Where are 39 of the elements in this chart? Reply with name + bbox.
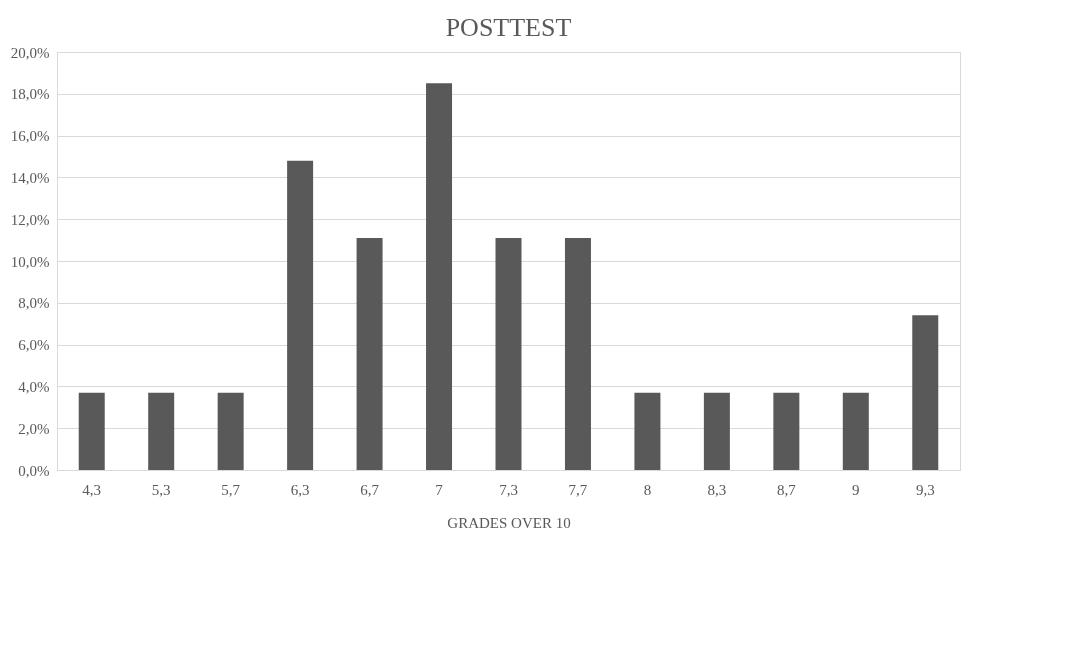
x-tick-label: 7,7 — [568, 481, 588, 498]
y-tick-label: 12,0% — [10, 211, 50, 228]
bar — [634, 392, 661, 470]
bar — [217, 392, 244, 470]
x-tick-label: 6,7 — [360, 481, 380, 498]
x-tick-label: 6,3 — [290, 481, 310, 498]
y-tick-label: 2,0% — [18, 420, 50, 437]
x-tick-label: 5,3 — [151, 481, 171, 498]
y-tick-label: 6,0% — [18, 337, 50, 354]
y-tick-label: 4,0% — [18, 378, 50, 395]
y-tick-label: 10,0% — [10, 253, 50, 270]
y-tick-label: 16,0% — [10, 128, 50, 145]
x-tick-label: 9,3 — [915, 481, 935, 498]
bar — [426, 83, 453, 470]
bar — [287, 160, 314, 470]
chart-title: POSTTEST — [445, 13, 572, 42]
bar — [148, 392, 175, 470]
bar — [912, 315, 939, 470]
bar — [773, 392, 800, 470]
bar — [564, 238, 591, 470]
x-tick-label: 9 — [852, 481, 860, 498]
x-tick-label: 5,7 — [221, 481, 241, 498]
x-tick-label: 4,3 — [82, 481, 102, 498]
bar — [842, 392, 869, 470]
y-tick-label: 14,0% — [10, 169, 50, 186]
bar — [495, 238, 522, 470]
x-tick-label: 8 — [643, 481, 652, 498]
y-tick-label: 18,0% — [10, 86, 50, 103]
bar — [703, 392, 730, 470]
y-tick-label: 20,0% — [10, 44, 50, 61]
bar — [78, 392, 105, 470]
y-tick-label: 0,0% — [18, 462, 50, 479]
x-tick-label: 8,3 — [707, 481, 727, 498]
bar — [356, 238, 383, 470]
x-tick-label: 8,7 — [776, 481, 797, 498]
x-axis-title: GRADES OVER 10 — [447, 514, 571, 531]
x-tick-label: 7,3 — [499, 481, 518, 498]
y-tick-label: 8,0% — [18, 295, 50, 312]
x-tick-label: 7 — [435, 481, 444, 498]
